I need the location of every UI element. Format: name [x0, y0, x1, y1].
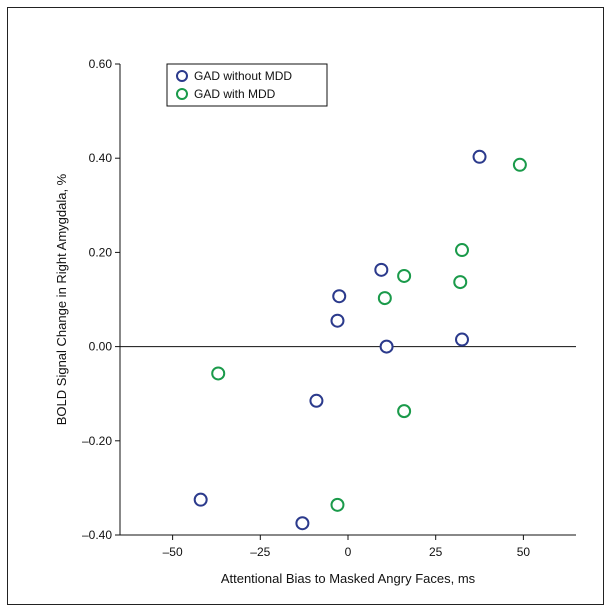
- y-axis-title: BOLD Signal Change in Right Amygdala, %: [54, 173, 69, 425]
- y-tick-label: 0.40: [89, 151, 113, 165]
- y-tick-label: –0.40: [82, 528, 112, 542]
- legend-label: GAD with MDD: [194, 87, 276, 101]
- data-point: [512, 157, 527, 172]
- data-point: [397, 268, 412, 283]
- data-point: [330, 497, 345, 512]
- x-axis-title: Attentional Bias to Masked Angry Faces, …: [221, 571, 476, 586]
- x-tick-label: 50: [517, 545, 531, 559]
- axes: [119, 64, 576, 536]
- y-tick-label: 0.20: [89, 245, 113, 259]
- data-point: [193, 492, 208, 507]
- data-point: [309, 393, 324, 408]
- y-tick-label: 0.60: [89, 57, 113, 71]
- legend: GAD without MDD GAD with MDD: [166, 63, 328, 107]
- data-point: [211, 366, 226, 381]
- data-point: [332, 289, 347, 304]
- data-point: [295, 516, 310, 531]
- legend-marker: [176, 88, 188, 100]
- legend-box: [166, 63, 328, 107]
- data-point: [397, 404, 412, 419]
- x-tick-label: 25: [429, 545, 443, 559]
- legend-marker: [176, 70, 188, 82]
- data-point: [455, 243, 469, 258]
- x-ticks: –50 –25 0 25 50: [163, 535, 531, 559]
- y-tick-label: –0.20: [82, 434, 112, 448]
- data-point: [453, 275, 468, 290]
- x-tick-label: –50: [163, 545, 183, 559]
- chart-frame: [7, 7, 604, 605]
- x-tick-label: –25: [250, 545, 270, 559]
- x-tick-label: 0: [345, 545, 352, 559]
- data-point: [472, 149, 487, 164]
- data-point: [374, 262, 389, 277]
- legend-label: GAD without MDD: [194, 69, 292, 83]
- data-point: [330, 313, 345, 328]
- data-points: [193, 149, 527, 531]
- data-point: [379, 339, 394, 354]
- data-point: [455, 332, 469, 347]
- data-point: [377, 291, 392, 306]
- y-ticks: –0.40 –0.20 0.00 0.20 0.40 0.60: [82, 57, 120, 542]
- y-tick-label: 0.00: [89, 340, 113, 354]
